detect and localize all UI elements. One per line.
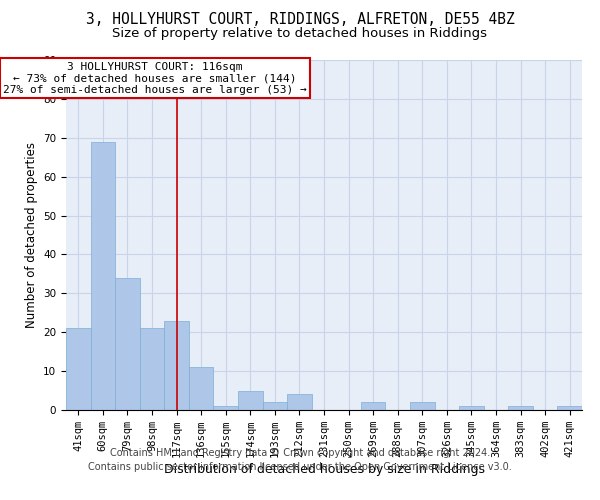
- Y-axis label: Number of detached properties: Number of detached properties: [25, 142, 38, 328]
- Bar: [189, 367, 214, 410]
- Bar: [361, 402, 385, 410]
- Text: Contains HM Land Registry data © Crown copyright and database right 2024.: Contains HM Land Registry data © Crown c…: [110, 448, 490, 458]
- Bar: [66, 328, 91, 410]
- Bar: [263, 402, 287, 410]
- Text: 3 HOLLYHURST COURT: 116sqm
← 73% of detached houses are smaller (144)
27% of sem: 3 HOLLYHURST COURT: 116sqm ← 73% of deta…: [3, 62, 307, 95]
- Bar: [115, 278, 140, 410]
- Bar: [238, 390, 263, 410]
- Bar: [410, 402, 434, 410]
- Bar: [214, 406, 238, 410]
- Bar: [557, 406, 582, 410]
- Text: Size of property relative to detached houses in Riddings: Size of property relative to detached ho…: [113, 28, 487, 40]
- Bar: [459, 406, 484, 410]
- Text: 3, HOLLYHURST COURT, RIDDINGS, ALFRETON, DE55 4BZ: 3, HOLLYHURST COURT, RIDDINGS, ALFRETON,…: [86, 12, 514, 28]
- Bar: [508, 406, 533, 410]
- Bar: [287, 394, 312, 410]
- Bar: [164, 320, 189, 410]
- X-axis label: Distribution of detached houses by size in Riddings: Distribution of detached houses by size …: [163, 463, 485, 476]
- Bar: [91, 142, 115, 410]
- Bar: [140, 328, 164, 410]
- Text: Contains public sector information licensed under the Open Government Licence v3: Contains public sector information licen…: [88, 462, 512, 472]
